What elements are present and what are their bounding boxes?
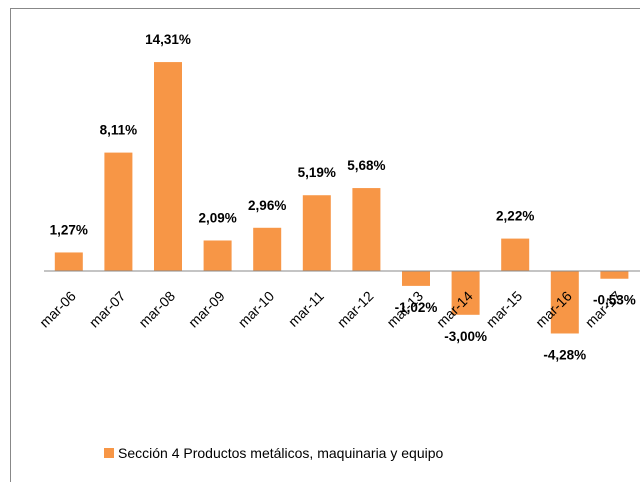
x-tick-label: mar-06 bbox=[36, 288, 79, 331]
x-tick-label: mar-15 bbox=[483, 288, 526, 331]
data-label: 2,09% bbox=[198, 210, 236, 225]
data-label: 5,19% bbox=[298, 165, 336, 180]
x-tick-label: mar-09 bbox=[185, 288, 228, 331]
data-label: -1,02% bbox=[395, 300, 438, 315]
bar bbox=[104, 152, 133, 271]
x-tick-label: mar-08 bbox=[135, 288, 178, 331]
data-label: -4,28% bbox=[543, 347, 586, 362]
bar bbox=[451, 271, 480, 315]
bar bbox=[203, 240, 232, 271]
bar bbox=[54, 252, 83, 271]
x-tick-label: mar-10 bbox=[235, 288, 278, 331]
bar bbox=[154, 62, 182, 271]
chart-frame bbox=[10, 8, 640, 482]
legend-label: Sección 4 Productos metálicos, maquinari… bbox=[118, 445, 444, 461]
data-label: 14,31% bbox=[145, 32, 191, 47]
bar bbox=[501, 238, 530, 271]
bar bbox=[550, 271, 579, 334]
data-label: -0,53% bbox=[593, 293, 636, 308]
x-tick-label: mar-07 bbox=[86, 288, 129, 331]
bar bbox=[600, 271, 629, 279]
bar bbox=[302, 195, 331, 271]
x-tick-label: mar-11 bbox=[285, 288, 327, 330]
x-tick-label: mar-12 bbox=[334, 288, 377, 331]
data-label: 2,22% bbox=[496, 209, 534, 224]
data-label: 1,27% bbox=[50, 222, 88, 237]
data-label: -3,00% bbox=[444, 329, 487, 344]
bar bbox=[253, 227, 282, 271]
bar bbox=[402, 271, 430, 286]
data-label: 5,68% bbox=[347, 158, 385, 173]
bar bbox=[352, 188, 381, 271]
data-label: 2,96% bbox=[248, 198, 286, 213]
data-label: 8,11% bbox=[100, 123, 138, 138]
legend-swatch bbox=[104, 448, 114, 458]
